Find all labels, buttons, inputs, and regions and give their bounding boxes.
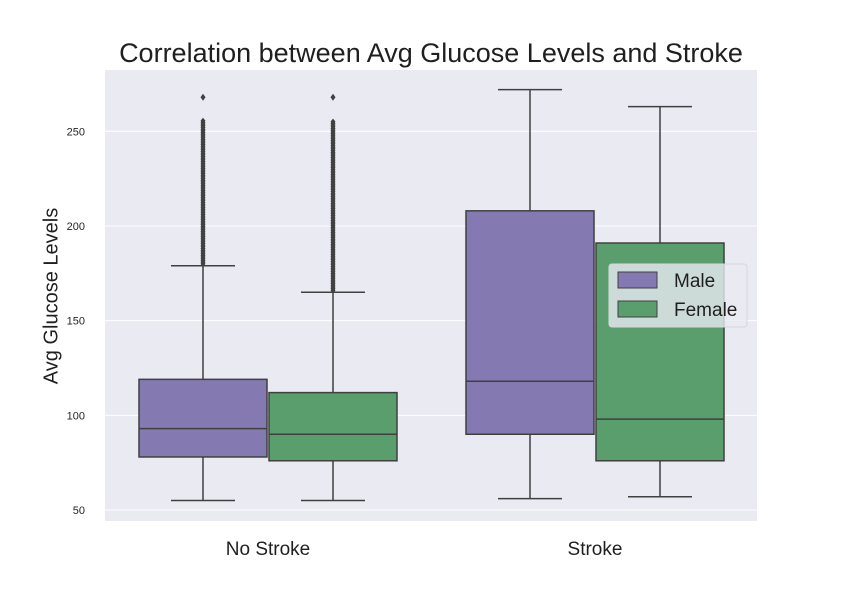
box-female bbox=[268, 391, 398, 462]
legend-label: Female bbox=[674, 300, 737, 321]
legend-swatch bbox=[617, 271, 658, 289]
y-tick-label: 100 bbox=[67, 410, 85, 422]
x-tick-labels: No Stroke Stroke bbox=[226, 539, 623, 560]
outlier-point bbox=[200, 117, 206, 124]
box-male bbox=[465, 210, 595, 436]
outlier-point bbox=[200, 93, 206, 101]
legend-swatch bbox=[617, 300, 658, 318]
outlier-point bbox=[330, 118, 336, 125]
chart-title: Correlation between Avg Glucose Levels a… bbox=[119, 38, 743, 68]
boxes bbox=[138, 88, 725, 502]
y-tick-label: 150 bbox=[67, 316, 85, 328]
legend: Male Female bbox=[608, 263, 748, 328]
x-tick-label: No Stroke bbox=[226, 539, 310, 560]
y-tick-label: 50 bbox=[73, 505, 85, 517]
x-tick-label: Stroke bbox=[568, 539, 623, 560]
y-tick-label: 200 bbox=[67, 221, 85, 233]
box-male bbox=[138, 378, 268, 458]
y-tick-labels: 50 100 150 200 250 bbox=[67, 126, 85, 517]
y-tick-label: 250 bbox=[67, 126, 85, 138]
legend-label: Male bbox=[674, 271, 715, 292]
outlier-point bbox=[330, 93, 336, 101]
